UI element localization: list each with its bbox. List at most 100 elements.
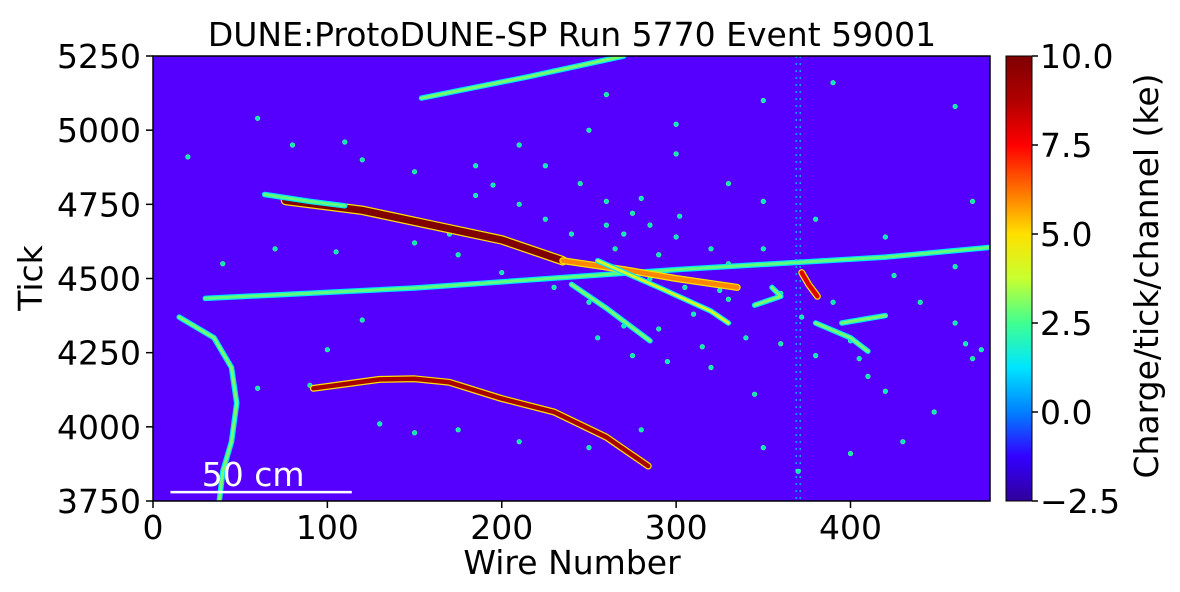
colorbar-label: Charge/tick/channel (ke)	[1127, 73, 1166, 478]
charge-deposit	[411, 169, 418, 175]
charge-deposit	[342, 139, 348, 145]
charge-deposit	[664, 358, 671, 365]
colorbar-tick-label: 5.0	[1040, 215, 1092, 254]
charge-deposit	[603, 91, 609, 98]
track-right-short	[799, 270, 820, 299]
colorbar-tick-label: −2.5	[1040, 482, 1120, 521]
y-tick-label: 4250	[57, 334, 141, 373]
charge-deposit	[682, 284, 688, 290]
chart-title: DUNE:ProtoDUNE-SP Run 5770 Event 59001	[208, 15, 936, 54]
colorbar-tick-label: 2.5	[1040, 304, 1092, 343]
charge-deposit	[882, 234, 888, 240]
charge-deposit	[411, 240, 418, 246]
charge-deposit	[760, 246, 766, 252]
charge-deposit	[255, 115, 261, 121]
charge-deposit	[760, 198, 766, 204]
charge-deposit	[586, 444, 592, 451]
plot-content	[176, 56, 990, 501]
charge-deposit	[499, 269, 505, 276]
track-left-start	[263, 193, 347, 208]
charge-deposit	[411, 430, 418, 436]
charge-deposit	[673, 234, 679, 240]
charge-deposit	[647, 222, 653, 228]
charge-deposit	[900, 439, 906, 445]
colorbar-tick-label: 7.5	[1040, 126, 1092, 165]
charge-deposit	[586, 127, 592, 133]
charge-deposit	[978, 347, 984, 353]
x-tick-label: 300	[645, 508, 708, 547]
charge-deposit	[516, 201, 522, 207]
charge-deposit	[656, 252, 662, 258]
charge-deposit	[516, 142, 522, 148]
track-shower-mid	[596, 259, 730, 325]
charge-deposit	[333, 249, 339, 255]
charge-deposit	[760, 97, 766, 104]
charge-deposit	[917, 299, 923, 305]
x-tick-label: 400	[819, 508, 882, 547]
charge-deposit	[542, 216, 548, 222]
charge-deposit	[673, 121, 679, 127]
y-tick-label: 3750	[57, 482, 141, 521]
charge-deposit	[551, 284, 557, 290]
charge-deposit	[472, 192, 479, 199]
charge-deposit	[595, 335, 601, 341]
track-crossing	[203, 245, 990, 300]
charge-deposit	[677, 213, 683, 219]
track-right-low	[814, 321, 870, 353]
charge-deposit	[359, 317, 365, 323]
charge-deposit	[751, 391, 758, 397]
charge-deposit	[813, 216, 819, 222]
track-lower-long	[311, 376, 651, 469]
charge-deposit	[472, 163, 479, 169]
charge-deposit	[638, 427, 644, 433]
charge-deposit	[830, 80, 836, 86]
charge-deposit	[455, 252, 461, 258]
y-tick-label: 4500	[57, 260, 141, 299]
charge-deposit	[577, 180, 583, 187]
charge-deposit	[725, 180, 732, 187]
colorbar	[1005, 55, 1033, 502]
x-tick-label: 0	[143, 508, 164, 547]
y-tick-label: 5000	[57, 111, 141, 150]
charge-deposit	[621, 231, 627, 237]
charge-deposit	[717, 287, 723, 293]
charge-deposit	[799, 314, 805, 320]
charge-deposit	[795, 468, 801, 474]
charge-deposit	[289, 142, 296, 148]
x-tick-label: 100	[296, 508, 359, 547]
charge-deposit	[516, 439, 522, 445]
y-tick-label: 4000	[57, 408, 141, 447]
x-tick-label: 200	[470, 508, 533, 547]
charge-deposit	[891, 272, 897, 279]
charge-deposit	[255, 385, 261, 391]
charge-deposit	[638, 195, 644, 201]
charge-deposit	[743, 335, 749, 341]
charge-deposit	[490, 182, 496, 188]
charge-deposit	[185, 154, 191, 160]
charge-deposit	[847, 450, 854, 457]
x-axis-label: Wire Number	[463, 543, 681, 582]
track-shower-branch	[560, 258, 740, 290]
charge-deposit	[629, 210, 636, 216]
charge-deposit	[603, 222, 609, 228]
charge-deposit	[272, 246, 278, 252]
x-axis: 0 100 200 300 400	[143, 501, 882, 547]
charge-deposit	[969, 198, 976, 204]
charge-deposit	[324, 347, 330, 353]
charge-deposit	[969, 355, 976, 362]
charge-deposit	[856, 355, 862, 362]
charge-deposit	[708, 246, 714, 252]
charge-deposit	[699, 344, 705, 350]
charge-deposit	[359, 157, 365, 163]
charge-deposit	[220, 261, 226, 267]
scale-bar-label: 50 cm	[202, 455, 305, 494]
charge-deposit	[455, 427, 461, 433]
charge-deposit	[542, 163, 548, 169]
colorbar-tick-label: 10.0	[1040, 37, 1113, 76]
charge-deposit	[952, 264, 958, 270]
charge-deposit	[952, 103, 958, 110]
charge-deposit	[865, 373, 871, 379]
charge-deposit	[377, 421, 383, 427]
colorbar-tick-label: 0.0	[1040, 393, 1092, 432]
y-tick-label: 5250	[57, 37, 141, 76]
